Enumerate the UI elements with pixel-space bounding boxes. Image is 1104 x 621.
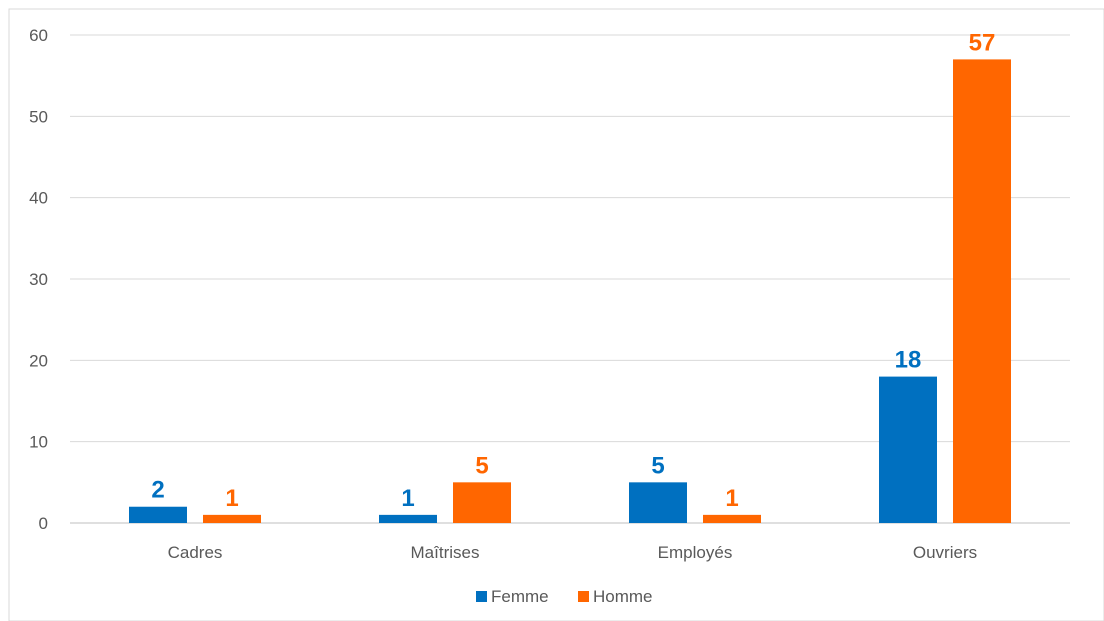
category-label: Maîtrises xyxy=(411,543,480,562)
data-label-femme: 2 xyxy=(151,477,164,504)
gridlines xyxy=(70,34,1070,524)
data-label-femme: 1 xyxy=(401,485,414,512)
bar-femme-2 xyxy=(629,482,687,523)
bar-femme-0 xyxy=(129,506,187,523)
legend-label-femme: Femme xyxy=(491,587,549,606)
y-tick-label: 40 xyxy=(29,189,48,208)
y-tick-label: 10 xyxy=(29,433,48,452)
data-label-femme: 5 xyxy=(651,452,664,479)
bar-homme-0 xyxy=(203,514,261,523)
legend-label-homme: Homme xyxy=(593,587,653,606)
legend-swatch-homme xyxy=(578,591,589,602)
data-label-femme: 18 xyxy=(895,347,922,374)
y-tick-label: 30 xyxy=(29,270,48,289)
y-tick-label: 0 xyxy=(39,514,48,533)
bar-homme-2 xyxy=(703,514,761,523)
chart-border xyxy=(8,8,1104,621)
category-label: Cadres xyxy=(168,543,223,562)
bar-homme-3 xyxy=(953,59,1011,524)
y-tick-label: 60 xyxy=(29,26,48,45)
data-label-homme: 1 xyxy=(225,485,238,512)
y-tick-label: 20 xyxy=(29,351,48,370)
bar-femme-1 xyxy=(379,514,437,523)
data-label-homme: 57 xyxy=(969,29,996,56)
data-label-homme: 1 xyxy=(725,485,738,512)
data-labels: 2 1 1 5 5 1 18 57 xyxy=(151,29,995,511)
category-label: Ouvriers xyxy=(913,543,977,562)
y-tick-label: 50 xyxy=(29,107,48,126)
data-label-homme: 5 xyxy=(475,452,488,479)
x-axis-categories: Cadres Maîtrises Employés Ouvriers xyxy=(168,543,978,562)
legend: Femme Homme xyxy=(476,587,653,606)
category-label: Employés xyxy=(658,543,733,562)
legend-swatch-femme xyxy=(476,591,487,602)
bars xyxy=(129,59,1011,524)
y-axis-ticks: 0 10 20 30 40 50 60 xyxy=(29,26,48,533)
bar-homme-1 xyxy=(453,482,511,523)
bar-femme-3 xyxy=(879,376,937,523)
